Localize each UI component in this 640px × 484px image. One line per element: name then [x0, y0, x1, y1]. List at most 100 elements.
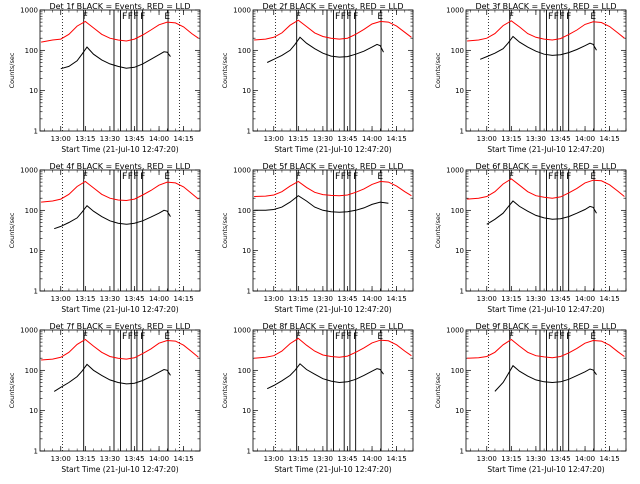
y-tick-label: 10 [242, 407, 251, 415]
chart-panel: Det 4f BLACK = Events, RED = LLD Counts/s… [8, 162, 201, 314]
y-tick-label: 10 [455, 87, 464, 95]
flag-letter: E [377, 332, 383, 342]
y-tick-label: 10 [242, 247, 251, 255]
y-tick-label: 10 [29, 87, 38, 95]
y-tick-label: 10 [455, 407, 464, 415]
y-tick-label: 1000 [233, 327, 251, 335]
x-tick-label: 13:30 [526, 135, 546, 143]
y-tick-label: 100 [451, 47, 464, 55]
flag-letter: F [353, 332, 358, 342]
x-axis-label: Start Time (21-Jul-10 12:47:20) [487, 145, 604, 154]
flag-letter: F [347, 12, 352, 22]
flag-letter: F [140, 172, 145, 182]
y-tick-label: 1 [247, 288, 251, 296]
y-axis-label: Counts/sec [221, 372, 229, 408]
flag-letter: F [83, 332, 88, 342]
x-tick-label: 13:15 [75, 455, 95, 463]
chart-title: Det 4f BLACK = Events, RED = LLD [49, 162, 190, 171]
flag-letter: F [134, 332, 139, 342]
y-tick-label: 1 [460, 448, 464, 456]
x-tick-label: 13:00 [264, 295, 284, 303]
flag-letter: F [353, 12, 358, 22]
plot-frame [39, 329, 201, 452]
flag-letter: F [128, 12, 133, 22]
lld-series-line [467, 20, 625, 42]
y-tick-label: 1000 [20, 167, 38, 175]
flag-letter: F [509, 332, 514, 342]
lld-series-line [467, 338, 625, 359]
x-tick-label: 13:30 [313, 455, 333, 463]
x-tick-label: 14:00 [362, 135, 382, 143]
flag-letter: F [347, 172, 352, 182]
y-tick-label: 1 [460, 288, 464, 296]
flag-letter: F [335, 12, 340, 22]
flag-letter: F [128, 172, 133, 182]
flag-letter: E [164, 172, 170, 182]
flag-letter: F [560, 12, 565, 22]
x-tick-label: 14:15 [600, 135, 620, 143]
flag-letter: E [590, 12, 596, 22]
events-series-line [60, 46, 171, 70]
y-tick-label: 100 [25, 207, 38, 215]
y-tick-label: 1000 [446, 167, 464, 175]
plot-frame [465, 169, 627, 292]
x-tick-label: 14:15 [174, 135, 194, 143]
y-axis-label: Counts/sec [8, 212, 16, 248]
flag-letter: F [341, 12, 346, 22]
x-axis-label: Start Time (21-Jul-10 12:47:20) [61, 145, 178, 154]
events-series-line [486, 200, 597, 225]
x-tick-label: 13:00 [264, 135, 284, 143]
chart-title: Det 5f BLACK = Events, RED = LLD [262, 162, 403, 171]
x-axis-label: Start Time (21-Jul-10 12:47:20) [61, 465, 178, 474]
y-tick-label: 100 [238, 47, 251, 55]
flag-letter: F [134, 12, 139, 22]
chart-title: Det 8f BLACK = Events, RED = LLD [262, 322, 403, 331]
chart-panel: Det 8f BLACK = Events, RED = LLD Counts/s… [221, 322, 414, 474]
x-tick-label: 13:15 [501, 295, 521, 303]
plot-frame [465, 9, 627, 132]
flag-letter: F [335, 172, 340, 182]
x-tick-label: 14:00 [575, 455, 595, 463]
y-axis-label: Counts/sec [8, 372, 16, 408]
y-tick-label: 100 [451, 367, 464, 375]
chart-title: Det 6f BLACK = Events, RED = LLD [475, 162, 616, 171]
x-tick-label: 14:00 [362, 295, 382, 303]
y-axis-label: Counts/sec [434, 52, 442, 88]
x-tick-label: 13:30 [526, 295, 546, 303]
plot-frame [39, 9, 201, 132]
events-series-line [266, 36, 384, 63]
x-axis-label: Start Time (21-Jul-10 12:47:20) [274, 465, 391, 474]
flag-letter: F [335, 332, 340, 342]
x-tick-label: 13:00 [264, 455, 284, 463]
flag-letter: F [83, 12, 88, 22]
flag-letter: F [509, 12, 514, 22]
flag-letter: E [164, 12, 170, 22]
x-tick-label: 13:15 [288, 455, 308, 463]
flag-letter: F [347, 332, 352, 342]
x-tick-label: 13:15 [75, 295, 95, 303]
lld-series-line [41, 338, 199, 361]
y-tick-label: 1000 [446, 327, 464, 335]
x-axis-label: Start Time (21-Jul-10 12:47:20) [274, 305, 391, 314]
x-axis-label: Start Time (21-Jul-10 12:47:20) [274, 145, 391, 154]
flag-letter: F [548, 12, 553, 22]
x-tick-label: 13:15 [75, 135, 95, 143]
flag-letter: F [560, 332, 565, 342]
y-tick-label: 1 [247, 448, 251, 456]
y-tick-label: 1 [34, 288, 38, 296]
x-tick-label: 13:30 [100, 135, 120, 143]
flag-letter: F [296, 12, 301, 22]
x-tick-label: 13:00 [477, 295, 497, 303]
chart-panel: Det 2f BLACK = Events, RED = LLD Counts/s… [221, 2, 414, 154]
y-tick-label: 100 [25, 367, 38, 375]
chart-panel: Det 6f BLACK = Events, RED = LLD Counts/s… [434, 162, 627, 314]
lld-series-line [254, 19, 412, 41]
x-tick-label: 13:45 [337, 455, 357, 463]
x-tick-label: 13:30 [526, 455, 546, 463]
events-series-line [494, 364, 597, 392]
flag-letter: F [134, 172, 139, 182]
flag-letter: E [164, 332, 170, 342]
flag-letter: F [548, 172, 553, 182]
